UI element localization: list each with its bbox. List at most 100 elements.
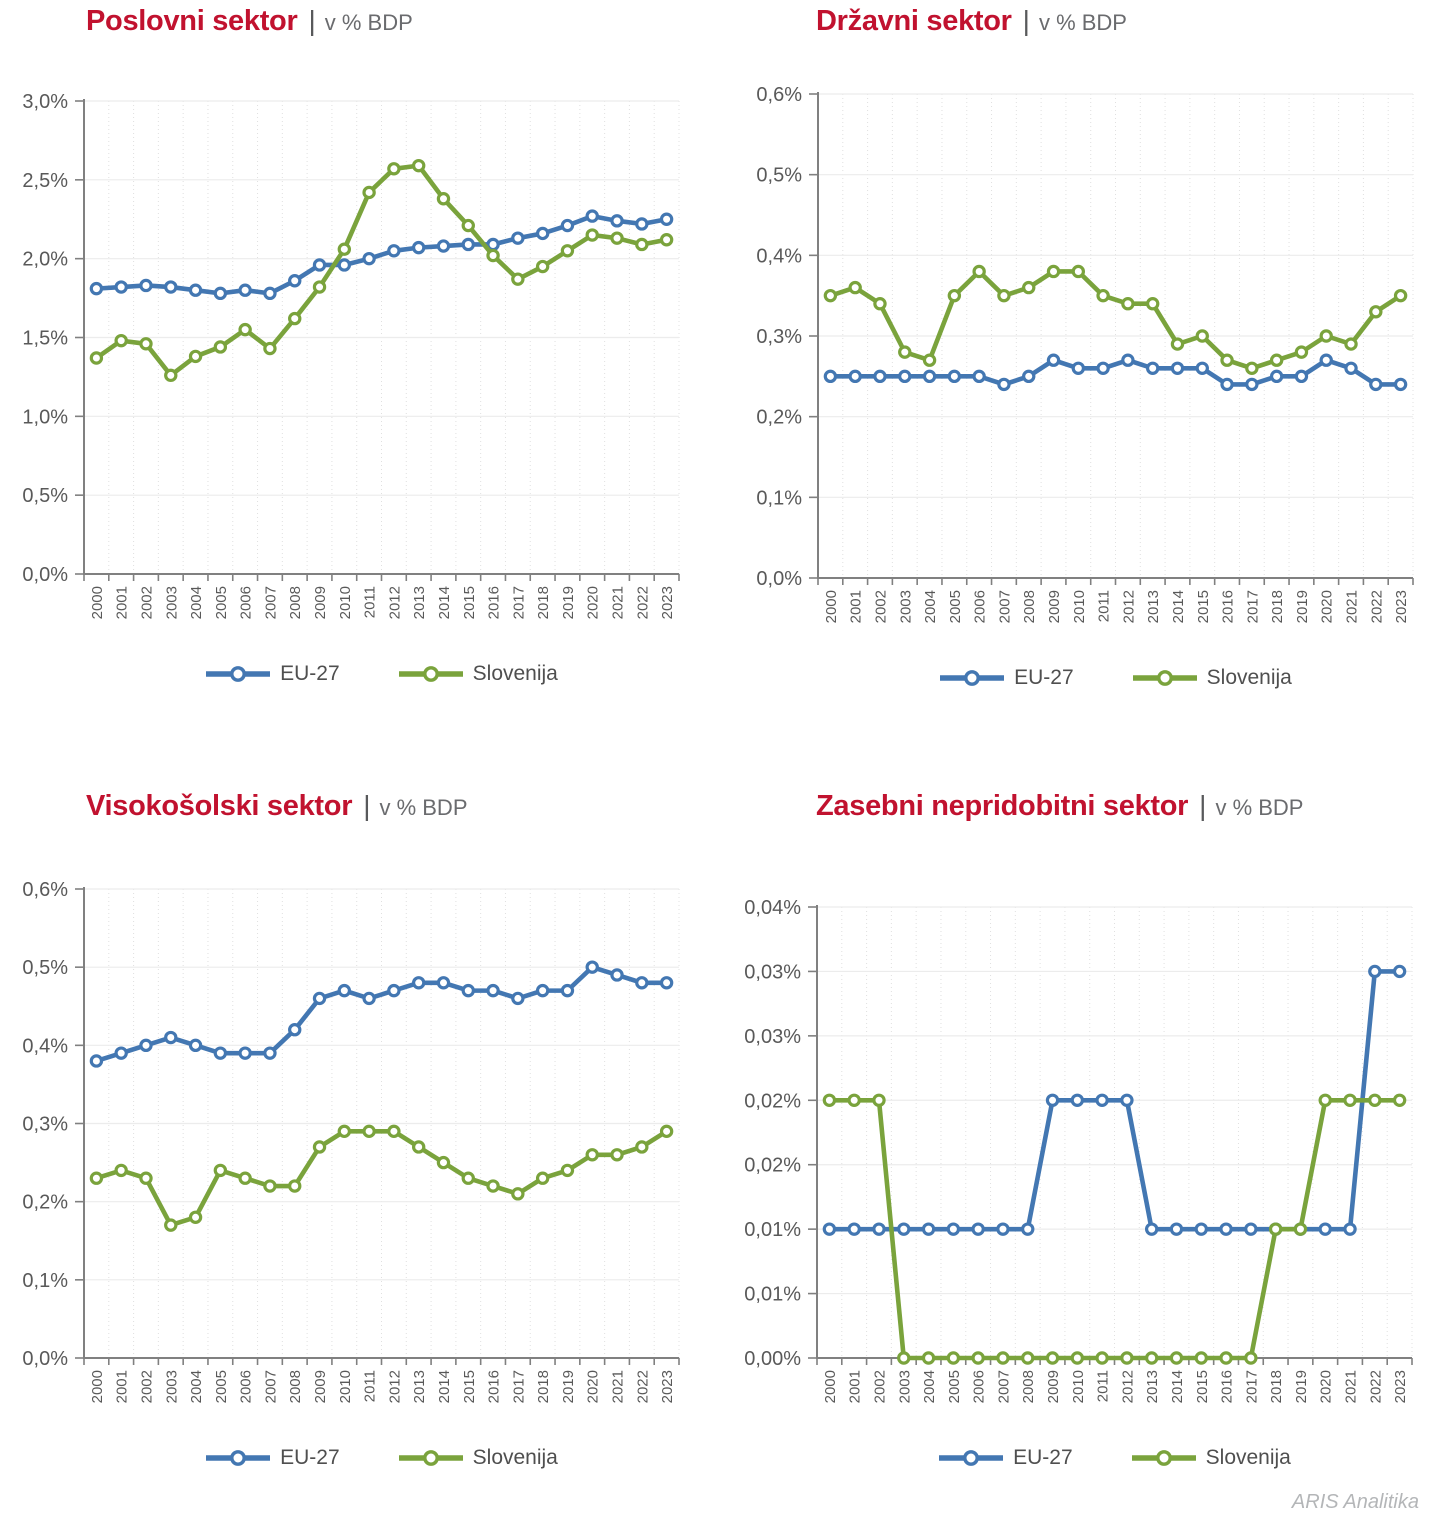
x-axis-ticks: [83, 574, 680, 581]
data-point-marker: [1121, 353, 1135, 367]
data-point-marker: [560, 983, 575, 998]
x-tick-label: 2000: [89, 586, 106, 619]
data-point-marker: [238, 1171, 252, 1185]
slovenija-line-marker-icon: [398, 666, 463, 682]
y-tick-label: 0,6%: [756, 84, 802, 106]
data-point-marker: [1195, 329, 1209, 343]
data-point-marker: [1369, 305, 1383, 319]
data-point-marker: [1120, 1351, 1134, 1365]
axes: [83, 99, 679, 575]
data-point-marker: [659, 233, 674, 247]
x-tick-label: 2012: [1119, 1370, 1136, 1403]
data-point-marker: [263, 1179, 277, 1193]
data-point-marker: [411, 976, 426, 990]
x-tick-label: 2007: [262, 1370, 279, 1403]
series-line-Slovenija: [828, 269, 1403, 371]
data-point-marker: [535, 259, 550, 274]
data-point-marker: [312, 991, 327, 1006]
x-tick-labels: 2000 2001 2002 2003 2004 2005 2006 2007 2008 2009…: [89, 1370, 676, 1403]
x-tick-labels: 2000 2001 2002 2003 2004 2005 2006 2007 2008 2009…: [823, 590, 1410, 623]
x-tick-label: 2008: [1020, 1370, 1037, 1403]
x-tick-label: 2010: [1071, 590, 1088, 623]
x-tick-label: 2015: [1195, 590, 1212, 623]
data-point-marker: [585, 228, 599, 242]
x-tick-label: 2014: [1169, 1370, 1186, 1403]
data-point-marker: [946, 1351, 961, 1365]
eu-27-line-marker-icon: [206, 666, 271, 682]
data-point-marker: [411, 1140, 426, 1154]
data-point-marker: [337, 258, 352, 272]
data-point-marker: [947, 288, 962, 303]
x-tick-label: 2009: [312, 586, 329, 619]
x-tick-label: 2004: [922, 590, 939, 623]
x-tick-label: 2001: [847, 1370, 864, 1403]
x-tick-label: 2013: [1144, 1370, 1161, 1403]
data-point-marker: [1269, 369, 1284, 384]
data-point-marker: [461, 983, 475, 998]
data-point-marker: [1046, 353, 1061, 367]
title-separator: |: [1199, 790, 1207, 821]
data-point-marker: [1195, 361, 1209, 375]
data-point-marker: [461, 237, 475, 252]
data-point-marker: [635, 1140, 649, 1154]
chart-subtitle: v % BDP: [1038, 10, 1127, 35]
data-point-marker: [972, 264, 986, 279]
legend-item-eu-27: EU-27: [938, 1446, 1073, 1470]
title-separator: |: [308, 5, 316, 36]
x-tick-label: 2016: [1219, 1370, 1236, 1403]
legend-item-eu-27: EU-27: [205, 662, 340, 686]
x-tick-label: 2016: [1220, 590, 1237, 623]
data-point-marker: [213, 286, 228, 301]
x-tick-label: 2008: [1021, 590, 1038, 623]
data-point-marker: [288, 1179, 302, 1193]
x-tick-label: 2017: [510, 1370, 527, 1403]
x-tick-label: 2011: [1096, 590, 1113, 622]
chart-card-drzavni-sektor: Državni sektor | v % BDP 0,0% 0,1% 0,2% 0,3% 0…: [714, 0, 1429, 761]
data-point-marker: [1392, 964, 1407, 979]
x-tick-label: 2005: [946, 1370, 963, 1403]
data-point-marker: [635, 237, 649, 252]
data-point-marker: [139, 337, 153, 351]
series-EU-27: [823, 353, 1408, 392]
data-point-marker: [635, 217, 649, 231]
data-point-marker: [971, 1222, 985, 1236]
data-point-marker: [1245, 361, 1259, 375]
x-tick-label: 2009: [312, 1370, 329, 1403]
y-tick-label: 0,4%: [22, 1035, 68, 1057]
series-line-EU-27: [828, 357, 1403, 387]
legend-item-eu-27: EU-27: [205, 1446, 340, 1470]
y-tick-label: 0,2%: [22, 1192, 68, 1214]
data-point-marker: [1319, 329, 1333, 343]
data-point-marker: [89, 351, 104, 365]
legend-label-eu-27: EU-27: [1014, 666, 1074, 689]
x-tick-label: 2000: [822, 1370, 839, 1403]
chart-subtitle: v % BDP: [1215, 795, 1304, 820]
data-point-marker: [996, 1222, 1010, 1236]
data-point-marker: [947, 369, 962, 384]
data-point-marker: [114, 1046, 128, 1060]
data-point-marker: [1144, 1222, 1159, 1236]
x-tick-label: 2013: [411, 1370, 428, 1403]
data-point-marker: [461, 218, 475, 233]
legend-label-eu-27: EU-27: [280, 662, 340, 685]
h-gridlines: [84, 888, 679, 1281]
data-point-marker: [337, 242, 352, 256]
series-Slovenija: [822, 1093, 1407, 1365]
data-point-marker: [511, 231, 525, 245]
data-point-marker: [921, 1351, 936, 1365]
data-point-marker: [1220, 377, 1234, 392]
data-point-marker: [114, 1163, 128, 1178]
x-tick-label: 2006: [971, 1370, 988, 1403]
x-tick-label: 2007: [996, 590, 1013, 623]
y-tick-labels: 0,0% 0,1% 0,2% 0,3% 0,4% 0,5% 0,6%: [22, 879, 68, 1370]
x-tick-label: 2010: [337, 586, 354, 619]
data-point-marker: [1070, 1351, 1085, 1365]
x-tick-label: 2001: [114, 1370, 131, 1403]
x-tick-label: 2008: [287, 1370, 304, 1403]
data-point-marker: [1170, 361, 1185, 375]
data-point-marker: [1096, 288, 1110, 303]
data-point-marker: [1244, 1351, 1258, 1365]
data-point-marker: [362, 991, 376, 1006]
data-point-marker: [436, 976, 451, 990]
y-tick-label: 0,3%: [22, 1114, 68, 1136]
